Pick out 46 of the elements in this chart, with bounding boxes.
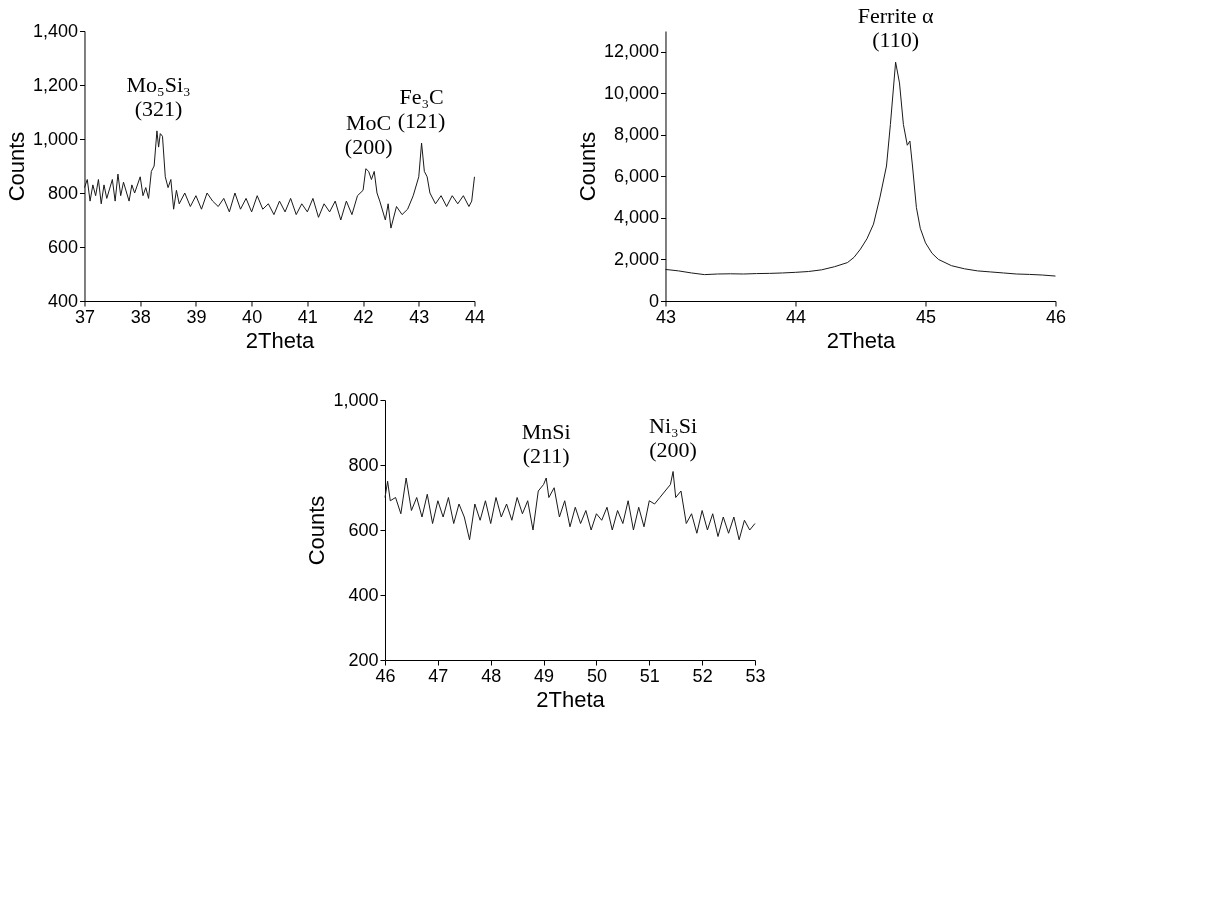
line-series <box>664 61 1056 277</box>
x-axis-title: 2Theta <box>536 686 606 712</box>
x-axis-title: 2Theta <box>826 327 896 353</box>
x-tick-label: 47 <box>428 665 449 686</box>
x-tick-label: 39 <box>186 306 207 327</box>
y-tick-label: 4,000 <box>613 207 659 228</box>
y-tick-label: 6,000 <box>613 165 659 186</box>
x-tick-label: 49 <box>534 665 555 686</box>
y-axis-title: Counts <box>574 131 600 202</box>
annotation: Fe₃C (121) <box>397 84 446 134</box>
y-axis-title: Counts <box>304 495 330 566</box>
annotation: Mo₅Si₃ (321) <box>126 71 191 121</box>
x-tick-label: 40 <box>242 306 263 327</box>
annotation: Ni₃Si (200) <box>649 412 698 462</box>
x-tick-label: 51 <box>639 665 660 686</box>
annotation: MoC (200) <box>344 109 393 159</box>
x-tick-label: 52 <box>692 665 713 686</box>
x-tick-label: 44 <box>464 306 486 327</box>
x-tick-label: 43 <box>409 306 430 327</box>
y-tick-label: 10,000 <box>603 82 659 103</box>
annotation: MnSi (211) <box>521 419 571 468</box>
y-tick-label: 1,000 <box>32 128 78 149</box>
y-tick-label: 600 <box>348 519 379 540</box>
y-tick-label: 8,000 <box>613 124 659 145</box>
x-tick-label: 53 <box>745 665 766 686</box>
x-tick-label: 38 <box>130 306 151 327</box>
x-tick-label: 42 <box>353 306 374 327</box>
x-tick-label: 41 <box>297 306 318 327</box>
x-tick-label: 46 <box>1045 306 1067 327</box>
x-tick-label: 44 <box>785 306 807 327</box>
y-tick-label: 600 <box>47 236 78 257</box>
y-tick-label: 1,200 <box>32 74 78 95</box>
y-tick-label: 12,000 <box>603 41 659 62</box>
y-tick-label: 400 <box>348 584 379 605</box>
line-series <box>384 471 756 541</box>
x-tick-label: 48 <box>481 665 502 686</box>
y-tick-label: 2,000 <box>613 248 659 269</box>
x-tick-label: 45 <box>915 306 937 327</box>
x-axis-title: 2Theta <box>245 327 315 353</box>
y-tick-label: 1,400 <box>32 20 78 41</box>
annotation: Ferrite α (110) <box>857 3 934 53</box>
y-tick-label: 800 <box>348 454 379 475</box>
y-axis-title: Counts <box>3 131 29 202</box>
y-tick-label: 1,000 <box>333 389 379 410</box>
x-tick-label: 50 <box>586 665 607 686</box>
y-tick-label: 800 <box>47 182 78 203</box>
